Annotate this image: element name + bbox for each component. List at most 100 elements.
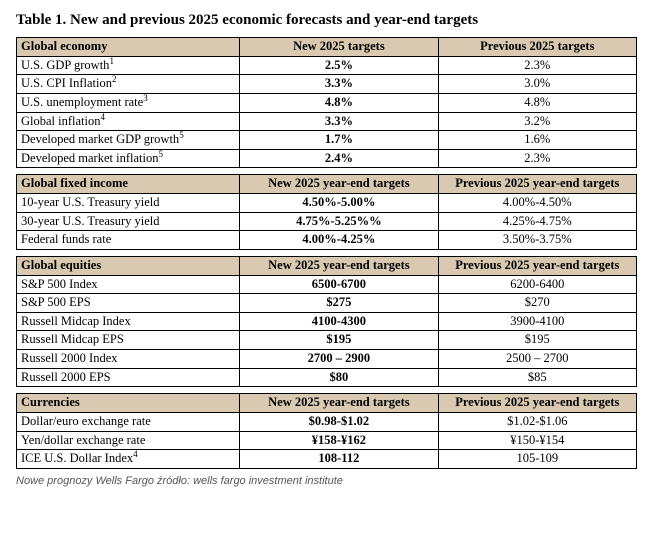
table-row: Dollar/euro exchange rate$0.98-$1.02$1.0…	[17, 412, 637, 431]
row-label: 10-year U.S. Treasury yield	[17, 194, 240, 213]
forecast-table: Global economyNew 2025 targetsPrevious 2…	[16, 37, 637, 469]
row-label: U.S. unemployment rate3	[17, 93, 240, 112]
footnote-ref: 1	[109, 55, 114, 65]
prev-target-value: 4.8%	[438, 93, 636, 112]
table-row: Global inflation43.3%3.2%	[17, 112, 637, 131]
col-header-new: New 2025 year-end targets	[240, 175, 438, 194]
new-target-value: 2.4%	[240, 149, 438, 168]
new-target-value: 2.5%	[240, 56, 438, 75]
table-row: Yen/dollar exchange rate¥158-¥162¥150-¥1…	[17, 431, 637, 450]
section-header: Global equitiesNew 2025 year-end targets…	[17, 256, 637, 275]
prev-target-value: $270	[438, 294, 636, 313]
new-target-value: $80	[240, 368, 438, 387]
table-row: 10-year U.S. Treasury yield4.50%-5.00%4.…	[17, 194, 637, 213]
prev-target-value: 4.25%-4.75%	[438, 212, 636, 231]
footnote-ref: 3	[143, 93, 148, 103]
col-header-new: New 2025 targets	[240, 38, 438, 57]
table-row: U.S. GDP growth12.5%2.3%	[17, 56, 637, 75]
table-row: Russell 2000 Index2700 – 29002500 – 2700	[17, 350, 637, 369]
footnote-ref: 2	[112, 74, 117, 84]
new-target-value: 4.75%-5.25%%	[240, 212, 438, 231]
prev-target-value: 3.50%-3.75%	[438, 231, 636, 250]
new-target-value: 4.8%	[240, 93, 438, 112]
table-row: Developed market inflation52.4%2.3%	[17, 149, 637, 168]
section-header: Global fixed incomeNew 2025 year-end tar…	[17, 175, 637, 194]
section-spacer	[17, 168, 637, 175]
row-label: S&P 500 EPS	[17, 294, 240, 313]
row-label: Russell Midcap Index	[17, 312, 240, 331]
footnote-ref: 4	[133, 449, 138, 459]
section-label: Currencies	[17, 394, 240, 413]
new-target-value: 3.3%	[240, 75, 438, 94]
prev-target-value: $1.02-$1.06	[438, 412, 636, 431]
prev-target-value: 6200-6400	[438, 275, 636, 294]
col-header-prev: Previous 2025 targets	[438, 38, 636, 57]
prev-target-value: $195	[438, 331, 636, 350]
section-label: Global economy	[17, 38, 240, 57]
prev-target-value: $85	[438, 368, 636, 387]
row-label: U.S. CPI Inflation2	[17, 75, 240, 94]
table-row: Developed market GDP growth51.7%1.6%	[17, 131, 637, 150]
prev-target-value: 2.3%	[438, 149, 636, 168]
new-target-value: $0.98-$1.02	[240, 412, 438, 431]
prev-target-value: 3.2%	[438, 112, 636, 131]
row-label: Developed market GDP growth5	[17, 131, 240, 150]
table-row: ICE U.S. Dollar Index4108-112105-109	[17, 450, 637, 469]
prev-target-value: 2.3%	[438, 56, 636, 75]
table-row: S&P 500 Index6500-67006200-6400	[17, 275, 637, 294]
table-row: Federal funds rate4.00%-4.25%3.50%-3.75%	[17, 231, 637, 250]
new-target-value: $195	[240, 331, 438, 350]
row-label: ICE U.S. Dollar Index4	[17, 450, 240, 469]
section-header: CurrenciesNew 2025 year-end targetsPrevi…	[17, 394, 637, 413]
col-header-prev: Previous 2025 year-end targets	[438, 256, 636, 275]
row-label: Developed market inflation5	[17, 149, 240, 168]
new-target-value: $275	[240, 294, 438, 313]
footnote-ref: 5	[158, 149, 163, 159]
table-row: Russell Midcap EPS$195$195	[17, 331, 637, 350]
prev-target-value: 4.00%-4.50%	[438, 194, 636, 213]
table-row: S&P 500 EPS$275$270	[17, 294, 637, 313]
prev-target-value: 1.6%	[438, 131, 636, 150]
footnote-ref: 4	[101, 111, 106, 121]
row-label: S&P 500 Index	[17, 275, 240, 294]
row-label: Dollar/euro exchange rate	[17, 412, 240, 431]
row-label: Russell 2000 Index	[17, 350, 240, 369]
table-row: U.S. CPI Inflation23.3%3.0%	[17, 75, 637, 94]
section-label: Global equities	[17, 256, 240, 275]
row-label: Yen/dollar exchange rate	[17, 431, 240, 450]
prev-target-value: 105-109	[438, 450, 636, 469]
new-target-value: ¥158-¥162	[240, 431, 438, 450]
row-label: Russell 2000 EPS	[17, 368, 240, 387]
row-label: Global inflation4	[17, 112, 240, 131]
table-title: Table 1. New and previous 2025 economic …	[16, 12, 637, 29]
new-target-value: 4.00%-4.25%	[240, 231, 438, 250]
prev-target-value: 2500 – 2700	[438, 350, 636, 369]
section-spacer	[17, 387, 637, 394]
new-target-value: 6500-6700	[240, 275, 438, 294]
col-header-prev: Previous 2025 year-end targets	[438, 394, 636, 413]
section-header: Global economyNew 2025 targetsPrevious 2…	[17, 38, 637, 57]
section-label: Global fixed income	[17, 175, 240, 194]
footnote-ref: 5	[179, 130, 184, 140]
col-header-new: New 2025 year-end targets	[240, 256, 438, 275]
col-header-new: New 2025 year-end targets	[240, 394, 438, 413]
new-target-value: 4100-4300	[240, 312, 438, 331]
new-target-value: 108-112	[240, 450, 438, 469]
table-row: U.S. unemployment rate34.8%4.8%	[17, 93, 637, 112]
prev-target-value: 3900-4100	[438, 312, 636, 331]
new-target-value: 2700 – 2900	[240, 350, 438, 369]
prev-target-value: 3.0%	[438, 75, 636, 94]
new-target-value: 3.3%	[240, 112, 438, 131]
row-label: 30-year U.S. Treasury yield	[17, 212, 240, 231]
table-row: Russell 2000 EPS$80$85	[17, 368, 637, 387]
row-label: Russell Midcap EPS	[17, 331, 240, 350]
col-header-prev: Previous 2025 year-end targets	[438, 175, 636, 194]
section-spacer	[17, 249, 637, 256]
table-caption: Nowe prognozy Wells Fargo źródło: wells …	[16, 475, 637, 487]
table-row: 30-year U.S. Treasury yield4.75%-5.25%%4…	[17, 212, 637, 231]
row-label: Federal funds rate	[17, 231, 240, 250]
new-target-value: 4.50%-5.00%	[240, 194, 438, 213]
row-label: U.S. GDP growth1	[17, 56, 240, 75]
prev-target-value: ¥150-¥154	[438, 431, 636, 450]
table-row: Russell Midcap Index4100-43003900-4100	[17, 312, 637, 331]
